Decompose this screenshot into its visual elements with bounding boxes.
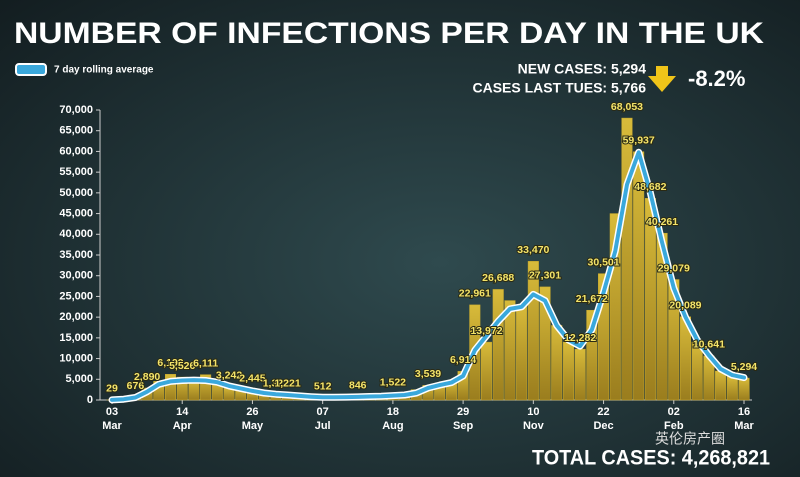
- y-tick-label: 60,000: [59, 145, 93, 157]
- bar: [481, 341, 493, 401]
- bar: [586, 309, 598, 401]
- value-label: 12,282: [564, 332, 596, 344]
- bar: [504, 300, 516, 401]
- y-tick-label: 40,000: [59, 228, 93, 240]
- value-label: 846: [349, 379, 367, 391]
- value-label: 512: [314, 381, 332, 393]
- value-label: 1,522: [380, 376, 406, 388]
- value-label: 676: [127, 380, 145, 392]
- x-tick-label: 10 Nov: [523, 406, 545, 432]
- y-tick-label: 50,000: [59, 187, 93, 199]
- bar: [562, 341, 574, 401]
- value-label: 5,526: [169, 360, 195, 372]
- y-tick-label: 30,000: [59, 270, 93, 282]
- bar: [598, 273, 610, 401]
- x-tick-label: 14 Apr: [173, 406, 193, 432]
- value-label: 29: [106, 383, 118, 395]
- value-label: 6,914: [450, 354, 476, 366]
- value-label: 30,501: [587, 256, 619, 268]
- value-label: 33,470: [517, 244, 549, 256]
- line: [110, 150, 746, 402]
- bar: [574, 348, 586, 401]
- bar: [165, 374, 177, 401]
- cases-last-tues: CASES LAST TUES: 5,766: [473, 80, 647, 96]
- value-label: 10,641: [693, 339, 725, 351]
- change-percent: -8.2%: [688, 66, 745, 91]
- new-cases: NEW CASES: 5,294: [518, 61, 647, 77]
- value-label: 20,089: [669, 300, 701, 312]
- value-label: 5,294: [731, 361, 757, 373]
- y-tick-label: 25,000: [59, 290, 93, 302]
- value-label: 6,199: [157, 357, 183, 369]
- value-label: 1,321: [263, 377, 289, 389]
- legend-label: 7 day rolling average: [54, 65, 154, 76]
- down-arrow: [648, 66, 676, 92]
- x-tick-label: 26 May: [242, 406, 264, 432]
- bar: [644, 198, 656, 401]
- bar: [551, 325, 563, 401]
- value-label: 59,937: [623, 134, 655, 146]
- bar: [715, 370, 727, 401]
- x-tick-label: 29 Sep: [453, 406, 473, 432]
- value-label: 3,539: [415, 368, 441, 380]
- y-tick-label: 15,000: [59, 332, 93, 344]
- y-tick-label: 65,000: [59, 125, 93, 137]
- value-label: 13,972: [470, 325, 502, 337]
- bar: [516, 304, 528, 401]
- y-tick-label: 55,000: [59, 166, 93, 178]
- bar: [609, 213, 621, 401]
- value-label: 68,053: [611, 101, 643, 113]
- x-tick-label: 03 Mar: [102, 406, 122, 432]
- value-label: 29,079: [658, 262, 690, 274]
- watermark: 英伦房产圈: [655, 431, 725, 447]
- x-tick-label: 07 Jul: [315, 406, 331, 432]
- bar: [738, 377, 750, 401]
- value-label: 6,111: [193, 357, 218, 369]
- value-label: 3,242: [216, 369, 242, 381]
- bar: [726, 375, 738, 401]
- value-label: 2,890: [134, 371, 160, 383]
- bar: [200, 374, 212, 401]
- value-label: 40,261: [646, 216, 678, 228]
- value-label: 21,672: [576, 293, 608, 305]
- bar: [492, 289, 504, 401]
- value-label: 26,688: [482, 272, 514, 284]
- y-tick-label: 20,000: [59, 311, 93, 323]
- value-label: 27,301: [529, 270, 561, 282]
- chart-title: NUMBER OF INFECTIONS PER DAY IN THE UK: [14, 17, 764, 50]
- y-tick-label: 5,000: [65, 373, 93, 385]
- y-tick-label: 45,000: [59, 207, 93, 219]
- value-label: 2,445: [239, 373, 265, 385]
- y-tick-label: 10,000: [59, 352, 93, 364]
- y-tick-label: 0: [87, 394, 93, 406]
- bar: [527, 261, 539, 401]
- y-tick-label: 35,000: [59, 249, 93, 261]
- legend-swatch: [15, 63, 47, 76]
- value-label: 1,221: [274, 378, 300, 390]
- total-cases: TOTAL CASES: 4,268,821: [532, 447, 770, 470]
- value-label: 48,682: [634, 181, 666, 193]
- y-tick-label: 70,000: [59, 104, 93, 116]
- x-tick-label: 02 Feb: [664, 406, 684, 432]
- value-label: 22,961: [459, 288, 491, 300]
- bar: [621, 117, 633, 401]
- x-tick-label: 22 Dec: [593, 406, 613, 432]
- x-tick-label: 16 Mar: [734, 406, 754, 432]
- bar: [539, 286, 551, 401]
- x-tick-label: 18 Aug: [382, 406, 403, 432]
